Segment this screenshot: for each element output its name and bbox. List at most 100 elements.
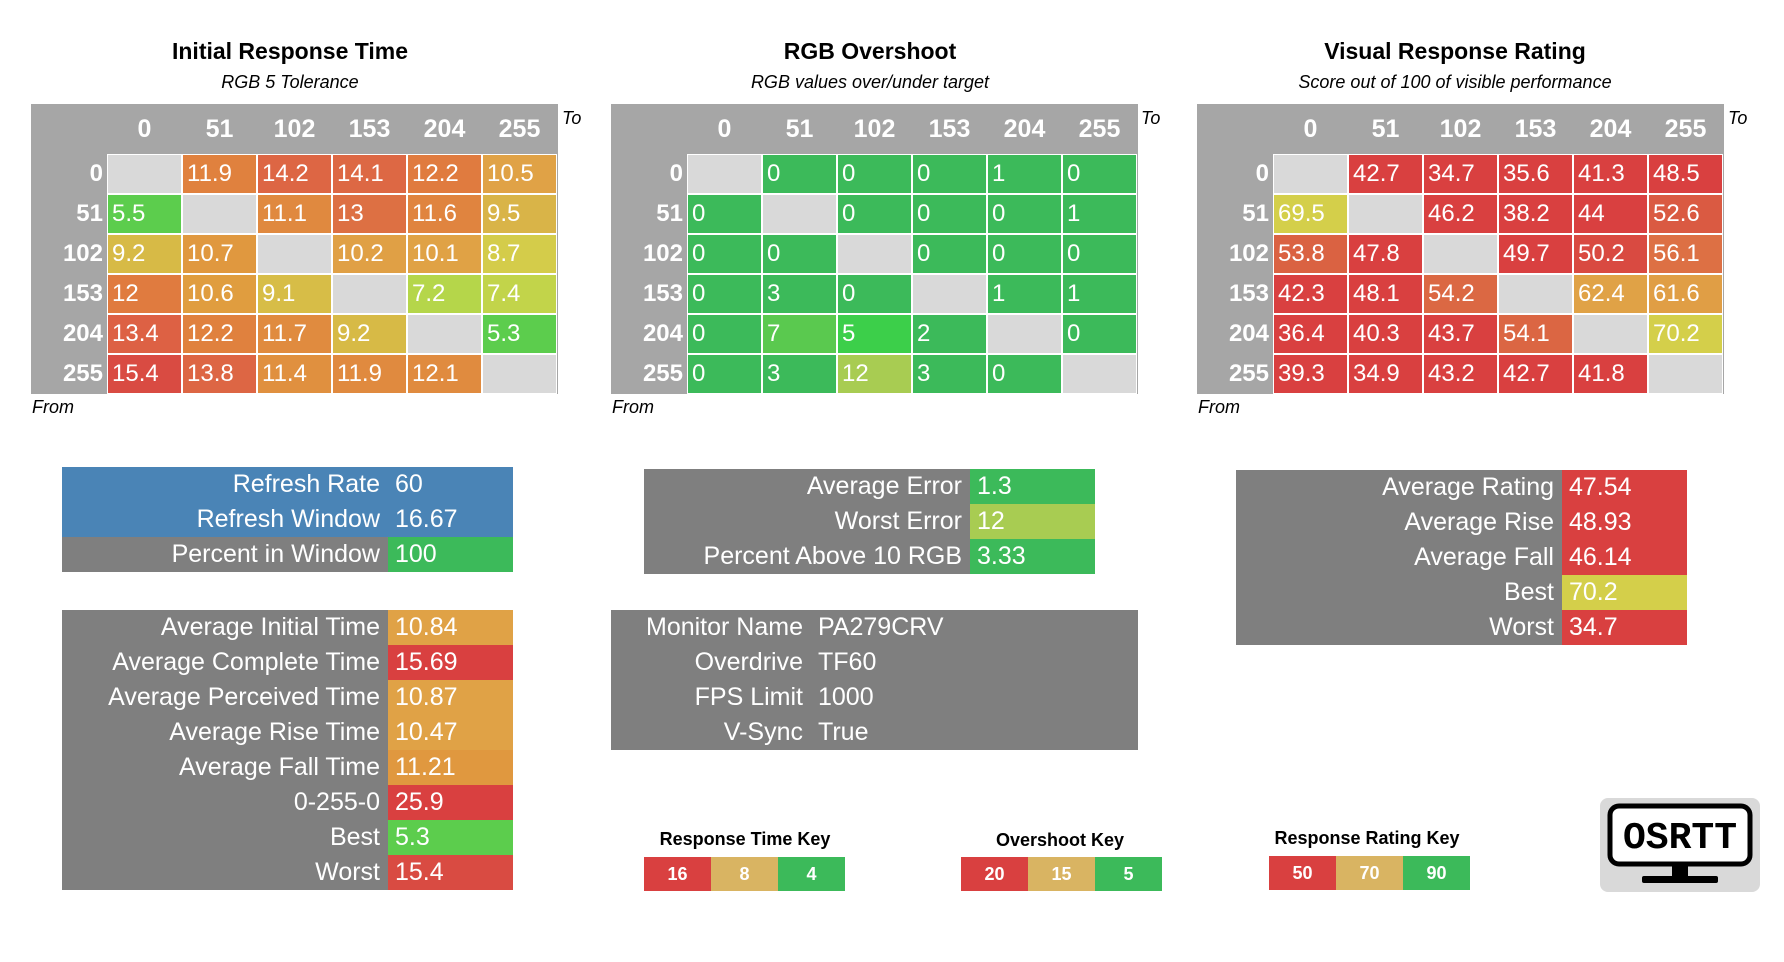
stat-row: Worst 34.7 (1236, 610, 1687, 645)
matrix-cell: 0 (1062, 154, 1137, 194)
overshoot-key-title: Overshoot Key (995, 830, 1125, 850)
matrix-cell-empty (987, 314, 1062, 354)
stat-value: 11.21 (388, 750, 513, 785)
matrix-cell: 9.2 (107, 234, 182, 274)
matrix-cell: 0 (912, 234, 987, 274)
row-header: 204 (1228, 320, 1269, 347)
matrix-cell: 53.8 (1273, 234, 1348, 274)
monitor-info-box: Monitor Name PA279CRV Overdrive TF60 FPS Lim… (611, 610, 1138, 750)
stat-row: Best 5.3 (62, 820, 513, 855)
matrix-cell: 49.7 (1498, 234, 1573, 274)
stat-label: Average Perceived Time (62, 680, 388, 715)
column-header: 204 (1589, 115, 1632, 143)
column-header: 102 (853, 115, 896, 143)
matrix-cell-empty (482, 354, 557, 394)
matrix-cell: 1 (1062, 274, 1137, 314)
stat-value: 15.69 (388, 645, 513, 680)
matrix-cell: 46.2 (1423, 194, 1498, 234)
matrix-cell: 61.6 (1648, 274, 1723, 314)
stat-label: Monitor Name (611, 610, 811, 645)
matrix-cell: 38.2 (1498, 194, 1573, 234)
matrix-cell: 0 (762, 154, 837, 194)
stat-value: 1.3 (970, 469, 1095, 504)
matrix-cell: 11.9 (332, 354, 407, 394)
matrix-cell: 43.7 (1423, 314, 1498, 354)
key-cell: 50 (1269, 856, 1336, 890)
matrix-cell-empty (107, 154, 182, 194)
matrix-cell: 5 (837, 314, 912, 354)
matrix-cell-empty (1348, 194, 1423, 234)
matrix-cell: 10.2 (332, 234, 407, 274)
initial-response-subtitle: RGB 5 Tolerance (221, 72, 359, 92)
column-header: 51 (205, 115, 234, 143)
matrix-cell: 44 (1573, 194, 1648, 234)
response-time-key: 16 8 4 (644, 857, 845, 891)
rgb-overshoot-subtitle: RGB values over/under target (750, 72, 990, 92)
row-header: 255 (62, 360, 103, 387)
osrtt-logo: OSRTT (1600, 798, 1760, 892)
stat-label: Worst (1236, 610, 1562, 645)
visual-response-matrix: 0 51 102 153 204 255 0 42.7 34.7 35.6 41.3 48.5 51 69… (1197, 104, 1724, 394)
matrix-cell: 56.1 (1648, 234, 1723, 274)
matrix-cell-empty (1648, 354, 1723, 394)
stat-label: V-Sync (611, 715, 811, 750)
row-header: 51 (656, 200, 683, 227)
rgb-overshoot-title: RGB Overshoot (783, 38, 957, 64)
row-header: 102 (642, 240, 683, 267)
matrix-cell: 69.5 (1273, 194, 1348, 234)
initial-to-label: To (562, 108, 582, 128)
matrix-cell-empty (762, 194, 837, 234)
row-header: 204 (62, 320, 103, 347)
matrix-cell-empty (1498, 274, 1573, 314)
visual-response-title: Visual Response Rating (1324, 38, 1586, 64)
stat-value: 12 (970, 504, 1095, 539)
column-header: 255 (1078, 115, 1121, 143)
column-header: 153 (1514, 115, 1557, 143)
matrix-cell: 52.6 (1648, 194, 1723, 234)
stat-value: 47.54 (1562, 470, 1687, 505)
stat-value: 46.14 (1562, 540, 1687, 575)
column-header: 153 (928, 115, 971, 143)
matrix-cell-empty (407, 314, 482, 354)
matrix-cell: 42.3 (1273, 274, 1348, 314)
row-header: 153 (642, 280, 683, 307)
stat-label: 0-255-0 (62, 785, 388, 820)
stat-value: 100 (388, 537, 513, 572)
matrix-cell: 8.7 (482, 234, 557, 274)
stat-label: Average Fall (1236, 540, 1562, 575)
matrix-cell: 12.2 (182, 314, 257, 354)
matrix-cell: 42.7 (1348, 154, 1423, 194)
column-header: 51 (1371, 115, 1400, 143)
matrix-cell: 14.1 (332, 154, 407, 194)
column-header: 204 (1003, 115, 1046, 143)
matrix-cell-empty (687, 154, 762, 194)
stat-label: Percent Above 10 RGB (644, 539, 970, 574)
matrix-cell: 9.2 (332, 314, 407, 354)
matrix-cell: 0 (687, 234, 762, 274)
matrix-cell: 10.7 (182, 234, 257, 274)
column-header: 204 (423, 115, 466, 143)
stat-label: Refresh Rate (62, 467, 388, 502)
stat-value: PA279CRV (811, 610, 1138, 645)
stat-row: Average Fall Time 11.21 (62, 750, 513, 785)
matrix-cell: 11.4 (257, 354, 332, 394)
stat-value: True (811, 715, 1138, 750)
matrix-cell: 0 (687, 194, 762, 234)
column-header: 153 (348, 115, 391, 143)
stat-row: Average Error 1.3 (644, 469, 1095, 504)
matrix-cell: 12.1 (407, 354, 482, 394)
response-rating-key-title: Response Rating Key (1274, 828, 1460, 848)
column-header: 51 (785, 115, 814, 143)
matrix-cell: 3 (762, 274, 837, 314)
column-header: 0 (717, 115, 732, 143)
stat-row: Percent Above 10 RGB 3.33 (644, 539, 1095, 574)
key-cell: 70 (1336, 856, 1403, 890)
column-header: 0 (137, 115, 152, 143)
overshoot-key: 20 15 5 (961, 857, 1162, 891)
matrix-cell: 0 (987, 194, 1062, 234)
matrix-cell-empty (1062, 354, 1137, 394)
stat-label: Average Initial Time (62, 610, 388, 645)
row-header: 51 (76, 200, 103, 227)
matrix-cell-empty (1573, 314, 1648, 354)
matrix-cell: 10.1 (407, 234, 482, 274)
